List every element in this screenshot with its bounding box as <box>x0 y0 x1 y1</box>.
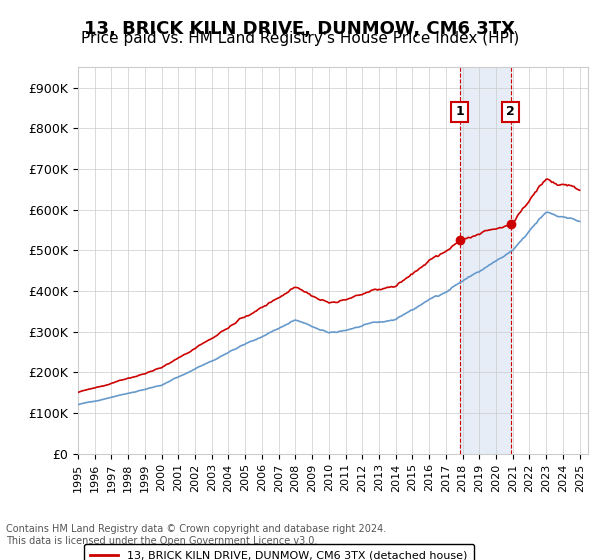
Text: 13, BRICK KILN DRIVE, DUNMOW, CM6 3TX: 13, BRICK KILN DRIVE, DUNMOW, CM6 3TX <box>85 20 515 38</box>
Text: Contains HM Land Registry data © Crown copyright and database right 2024.
This d: Contains HM Land Registry data © Crown c… <box>6 524 386 546</box>
Text: 1: 1 <box>455 105 464 119</box>
Bar <box>460 67 511 454</box>
Legend: 13, BRICK KILN DRIVE, DUNMOW, CM6 3TX (detached house), HPI: Average price, deta: 13, BRICK KILN DRIVE, DUNMOW, CM6 3TX (d… <box>83 544 474 560</box>
Text: 2: 2 <box>506 105 515 119</box>
Text: Price paid vs. HM Land Registry's House Price Index (HPI): Price paid vs. HM Land Registry's House … <box>81 31 519 46</box>
